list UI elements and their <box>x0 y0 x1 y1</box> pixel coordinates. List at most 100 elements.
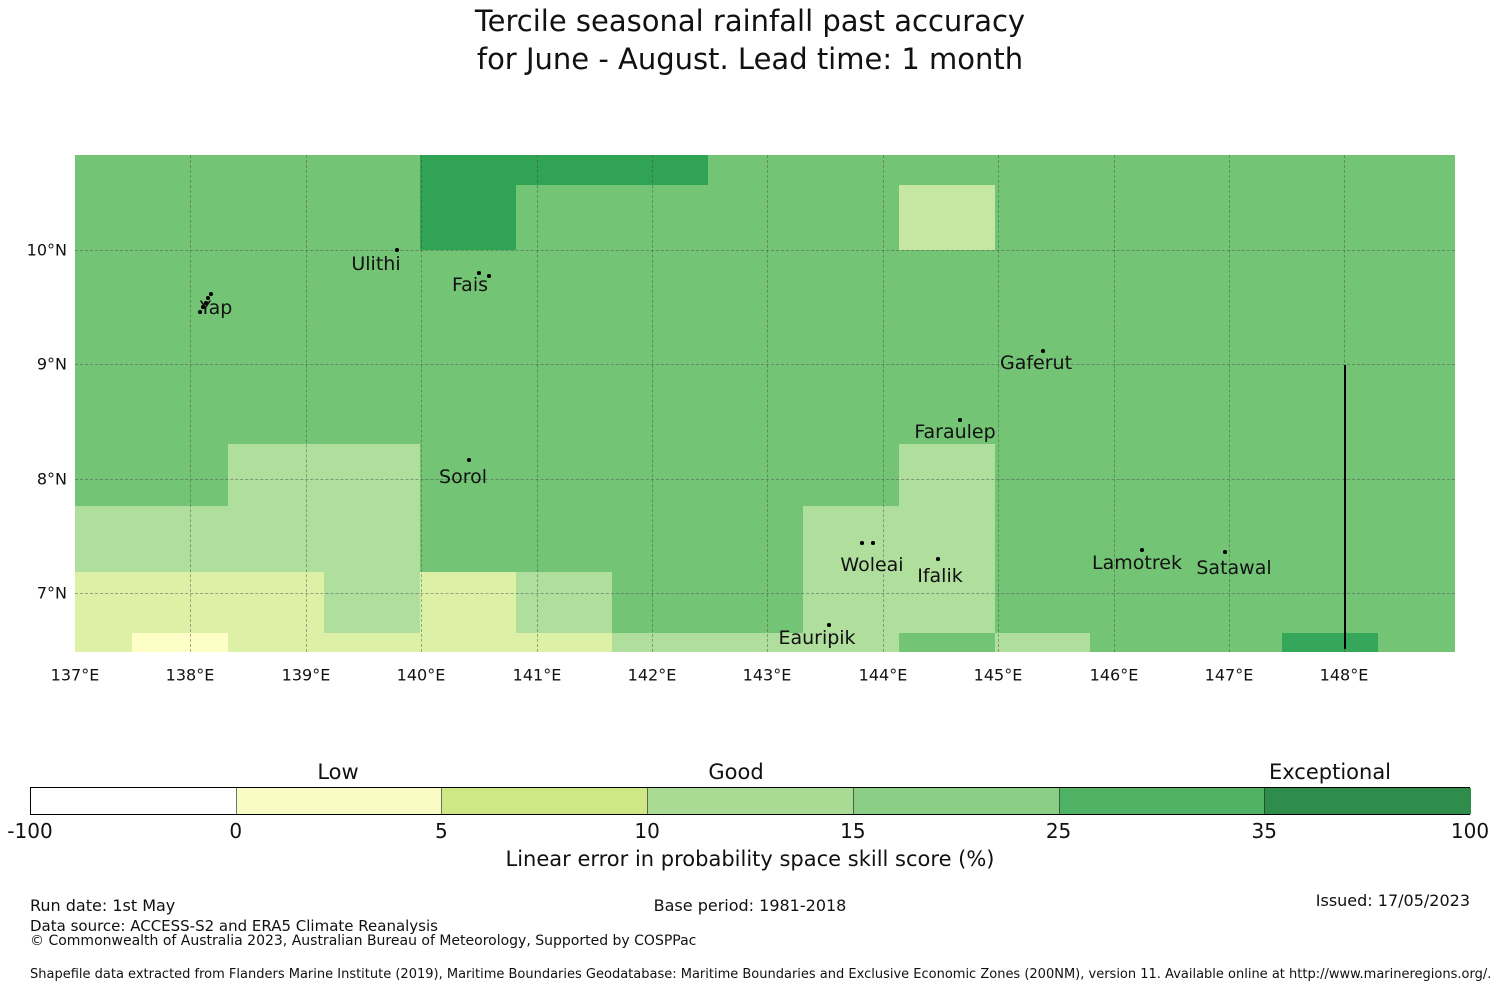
gridline-vertical <box>537 155 538 652</box>
island-marker-dot <box>1041 349 1045 353</box>
island-marker-dot <box>1140 548 1144 552</box>
island-label-sorol: Sorol <box>439 466 487 488</box>
data-source-text: Data source: ACCESS-S2 and ERA5 Climate … <box>30 917 438 935</box>
island-label-gaferut: Gaferut <box>999 352 1073 374</box>
chart-title-line2: for June - August. Lead time: 1 month <box>476 42 1024 76</box>
island-marker-dot <box>936 557 940 561</box>
x-tick-label: 138°E <box>165 665 215 685</box>
gridline-horizontal <box>75 593 1455 594</box>
island-label-ulithi: Ulithi <box>351 253 401 275</box>
colorbar-quality-label-low: Low <box>317 760 359 784</box>
colorbar-segment <box>236 788 443 814</box>
island-marker-dot <box>487 274 491 278</box>
x-tick-label: 142°E <box>627 665 677 685</box>
x-tick-label: 143°E <box>742 665 792 685</box>
x-tick-label: 145°E <box>973 665 1023 685</box>
gridline-horizontal <box>75 479 1455 480</box>
colorbar-quality-label-exceptional: Exceptional <box>1268 760 1392 784</box>
skill-cell <box>228 633 612 652</box>
island-marker-dot <box>871 541 875 545</box>
island-marker-dot <box>201 305 205 309</box>
island-label-ifalik: Ifalik <box>917 565 963 587</box>
skill-cell <box>1282 633 1378 652</box>
island-marker-dot <box>204 301 208 305</box>
skill-cell <box>899 444 995 506</box>
island-label-faraulep: Faraulep <box>914 421 996 443</box>
island-label-woleai: Woleai <box>840 554 904 576</box>
island-marker-dot <box>860 541 864 545</box>
skill-cell <box>75 572 324 633</box>
x-tick-label: 139°E <box>281 665 331 685</box>
gridline-vertical <box>1229 155 1230 652</box>
meridian-marker-line <box>1344 365 1346 649</box>
gridline-vertical <box>421 155 422 652</box>
x-tick-label: 144°E <box>858 665 908 685</box>
colorbar-segment <box>442 788 649 814</box>
skill-cell <box>516 572 612 633</box>
gridline-vertical <box>1114 155 1115 652</box>
colorbar-tick-label: 0 <box>229 819 243 843</box>
skill-cell <box>899 185 995 250</box>
copyright-text: © Commonwealth of Australia 2023, Austra… <box>30 933 697 949</box>
island-marker-dot <box>209 292 213 296</box>
x-tick-label: 146°E <box>1089 665 1139 685</box>
run-date-text: Run date: 1st May <box>30 896 176 915</box>
island-label-satawal: Satawal <box>1196 557 1272 579</box>
issued-date-text: Issued: 17/05/2023 <box>1315 891 1470 910</box>
gridline-vertical <box>883 155 884 652</box>
skill-cell <box>132 633 228 652</box>
chart-title-line1: Tercile seasonal rainfall past accuracy <box>474 4 1026 38</box>
x-tick-label: 148°E <box>1319 665 1369 685</box>
colorbar-segment <box>648 788 854 814</box>
skill-cell <box>324 506 420 633</box>
island-label-eauripik: Eauripik <box>778 627 856 649</box>
island-marker-dot <box>198 310 202 314</box>
colorbar-tick-label: 100 <box>1450 819 1490 843</box>
island-label-lamotrek: Lamotrek <box>1092 552 1182 574</box>
gridline-vertical <box>306 155 307 652</box>
colorbar-quality-label-good: Good <box>708 760 764 784</box>
island-marker-dot <box>467 458 471 462</box>
skill-cell <box>612 633 899 652</box>
skill-cell <box>228 444 420 506</box>
skill-cell <box>803 506 995 633</box>
x-tick-label: 137°E <box>50 665 100 685</box>
colorbar-segment <box>1265 788 1471 814</box>
map-panel: Yap Ulithi Fais Gaferut Faraulep Sorol Woleai I… <box>75 155 1455 652</box>
island-marker-dot <box>827 623 831 627</box>
shapefile-note-text: Shapefile data extracted from Flanders M… <box>30 967 1492 982</box>
y-tick-label: 8°N <box>36 469 67 489</box>
colorbar <box>30 787 1471 815</box>
skill-cell <box>75 506 324 572</box>
skill-cell <box>75 633 132 652</box>
colorbar-tick-label: 25 <box>1045 819 1072 843</box>
gridline-horizontal <box>75 250 1455 251</box>
island-marker-dot <box>477 271 481 275</box>
island-label-yap: Yap <box>199 297 233 319</box>
y-tick-label: 7°N <box>36 583 67 603</box>
colorbar-segment <box>853 788 1060 814</box>
colorbar-tick-label: 35 <box>1251 819 1278 843</box>
gridline-vertical <box>190 155 191 652</box>
gridline-vertical <box>998 155 999 652</box>
colorbar-tick-label: -100 <box>7 819 53 843</box>
x-tick-label: 147°E <box>1204 665 1254 685</box>
colorbar-segment <box>1059 788 1266 814</box>
skill-cell <box>516 155 708 185</box>
skill-cell <box>420 155 516 250</box>
gridline-horizontal <box>75 364 1455 365</box>
skill-cell <box>995 633 1090 652</box>
island-marker-dot <box>206 296 210 300</box>
x-tick-label: 140°E <box>396 665 446 685</box>
colorbar-tick-label: 5 <box>435 819 448 843</box>
skill-cell <box>420 572 516 633</box>
colorbar-segment <box>31 788 237 814</box>
colorbar-tick-label: 15 <box>840 819 866 843</box>
island-marker-dot <box>395 248 399 252</box>
island-marker-dot <box>1223 550 1227 554</box>
y-tick-label: 9°N <box>36 354 67 374</box>
island-marker-dot <box>958 418 962 422</box>
colorbar-axis-label: Linear error in probability space skill … <box>505 847 995 871</box>
x-tick-label: 141°E <box>512 665 562 685</box>
